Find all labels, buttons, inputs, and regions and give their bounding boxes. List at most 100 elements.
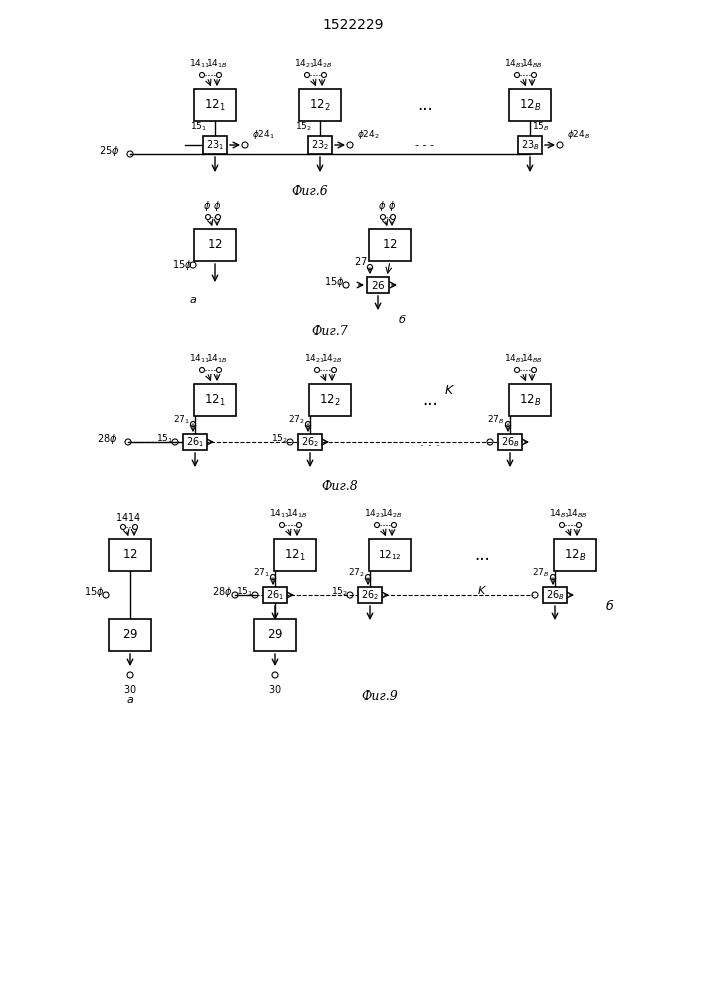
Bar (274, 539, 316, 571)
Text: $12$: $12$ (382, 238, 398, 251)
Text: $12_2$: $12_2$ (309, 97, 331, 113)
Text: $23_B$: $23_B$ (520, 138, 539, 152)
Bar (509, 384, 551, 416)
Text: $27_2$: $27_2$ (348, 567, 365, 579)
Text: $14$: $14$ (127, 511, 141, 523)
Text: $\phi 24_1$: $\phi 24_1$ (252, 128, 275, 141)
Text: $27_B$: $27_B$ (487, 414, 505, 426)
Text: $27_2$: $27_2$ (288, 414, 305, 426)
Text: $12$: $12$ (207, 238, 223, 251)
Text: $15_B$: $15_B$ (503, 433, 520, 445)
Text: $15 \phi$: $15 \phi$ (173, 258, 193, 272)
Text: $28\phi$: $28\phi$ (98, 432, 118, 446)
Bar (358, 587, 382, 603)
Text: $\phi$: $\phi$ (203, 199, 211, 213)
Text: . . .: . . . (420, 436, 440, 448)
Text: - - -: - - - (416, 140, 435, 150)
Text: $14_{B1}$: $14_{B1}$ (504, 57, 526, 70)
Text: $14_{21}$: $14_{21}$ (365, 508, 385, 520)
Text: ...: ... (417, 96, 433, 114)
Text: $14_{1B}$: $14_{1B}$ (286, 508, 308, 520)
Bar (183, 434, 207, 450)
Text: $27_B$: $27_B$ (532, 567, 550, 579)
Text: $28\phi$: $28\phi$ (213, 585, 233, 599)
Text: $14_{11}$: $14_{11}$ (189, 57, 211, 70)
Text: $15 \phi$: $15 \phi$ (84, 585, 105, 599)
Text: $12_1$: $12_1$ (204, 392, 226, 408)
Text: $14_{21}$: $14_{21}$ (295, 57, 315, 70)
Text: $14$: $14$ (115, 511, 129, 523)
Text: $15_2$: $15_2$ (271, 433, 288, 445)
Text: $15 \phi$: $15 \phi$ (325, 275, 345, 289)
Bar (554, 539, 596, 571)
Text: $\phi$: $\phi$ (213, 199, 221, 213)
Text: $12_1$: $12_1$ (204, 97, 226, 113)
Text: $15_1$: $15_1$ (236, 586, 253, 598)
Bar (109, 619, 151, 651)
Bar (298, 434, 322, 450)
Text: 1522229: 1522229 (322, 18, 384, 32)
Text: $14_{11}$: $14_{11}$ (269, 508, 291, 520)
Text: $14_{1B}$: $14_{1B}$ (206, 353, 228, 365)
Text: $27_1$: $27_1$ (253, 567, 270, 579)
Bar (254, 619, 296, 651)
Text: $26_2$: $26_2$ (301, 435, 319, 449)
Text: $14_{BB}$: $14_{BB}$ (566, 508, 588, 520)
Text: $14_{2B}$: $14_{2B}$ (311, 57, 333, 70)
Text: $26_B$: $26_B$ (546, 588, 564, 602)
Text: $15_2$: $15_2$ (295, 121, 312, 133)
Text: $30$: $30$ (268, 683, 282, 695)
Text: $12_B$: $12_B$ (519, 97, 541, 113)
Bar (299, 89, 341, 121)
Text: Фиг.9: Фиг.9 (361, 690, 398, 703)
Bar (263, 587, 287, 603)
Text: $\phi$: $\phi$ (378, 199, 386, 213)
Bar (369, 539, 411, 571)
Bar (543, 587, 567, 603)
Text: $15_2$: $15_2$ (331, 586, 348, 598)
Text: $27_1$: $27_1$ (173, 414, 190, 426)
Text: $15_1$: $15_1$ (156, 433, 173, 445)
Text: $23_2$: $23_2$ (311, 138, 329, 152)
Text: Фиг.7: Фиг.7 (312, 325, 349, 338)
Text: $K$: $K$ (445, 383, 455, 396)
Text: $26_1$: $26_1$ (186, 435, 204, 449)
Bar (194, 229, 236, 261)
Text: $12_2$: $12_2$ (320, 392, 341, 408)
Bar (308, 136, 332, 154)
Text: $14_{B1}$: $14_{B1}$ (504, 353, 526, 365)
Text: $a$: $a$ (189, 295, 197, 305)
Text: $25\phi$: $25\phi$ (100, 144, 120, 158)
Bar (369, 229, 411, 261)
Bar (109, 539, 151, 571)
Bar (309, 384, 351, 416)
Bar (367, 277, 389, 293)
Text: $12_{12}$: $12_{12}$ (378, 548, 402, 562)
Text: $30$: $30$ (123, 683, 137, 695)
Text: $15_1$: $15_1$ (190, 121, 207, 133)
Bar (194, 89, 236, 121)
Text: $15_B$: $15_B$ (532, 121, 549, 133)
Text: $\mathit{б}$: $\mathit{б}$ (398, 313, 407, 325)
Text: ...: ... (474, 546, 491, 564)
Text: $\phi 24_B$: $\phi 24_B$ (567, 128, 590, 141)
Bar (498, 434, 522, 450)
Text: Фиг.8: Фиг.8 (322, 480, 358, 493)
Text: $14_{11}$: $14_{11}$ (189, 353, 211, 365)
Text: $14_{BB}$: $14_{BB}$ (521, 57, 543, 70)
Text: $14_{2B}$: $14_{2B}$ (381, 508, 403, 520)
Text: $12_1$: $12_1$ (284, 547, 306, 563)
Text: $\phi 24_2$: $\phi 24_2$ (357, 128, 380, 141)
Text: $14_{BB}$: $14_{BB}$ (521, 353, 543, 365)
Bar (518, 136, 542, 154)
Bar (194, 384, 236, 416)
Bar (509, 89, 551, 121)
Text: $26_2$: $26_2$ (361, 588, 379, 602)
Text: $29$: $29$ (267, 629, 283, 642)
Bar (203, 136, 227, 154)
Text: $12_B$: $12_B$ (564, 547, 586, 563)
Text: $14_{1B}$: $14_{1B}$ (206, 57, 228, 70)
Text: $27$: $27$ (354, 255, 368, 267)
Text: $12$: $12$ (122, 548, 138, 562)
Text: $K$: $K$ (477, 584, 488, 596)
